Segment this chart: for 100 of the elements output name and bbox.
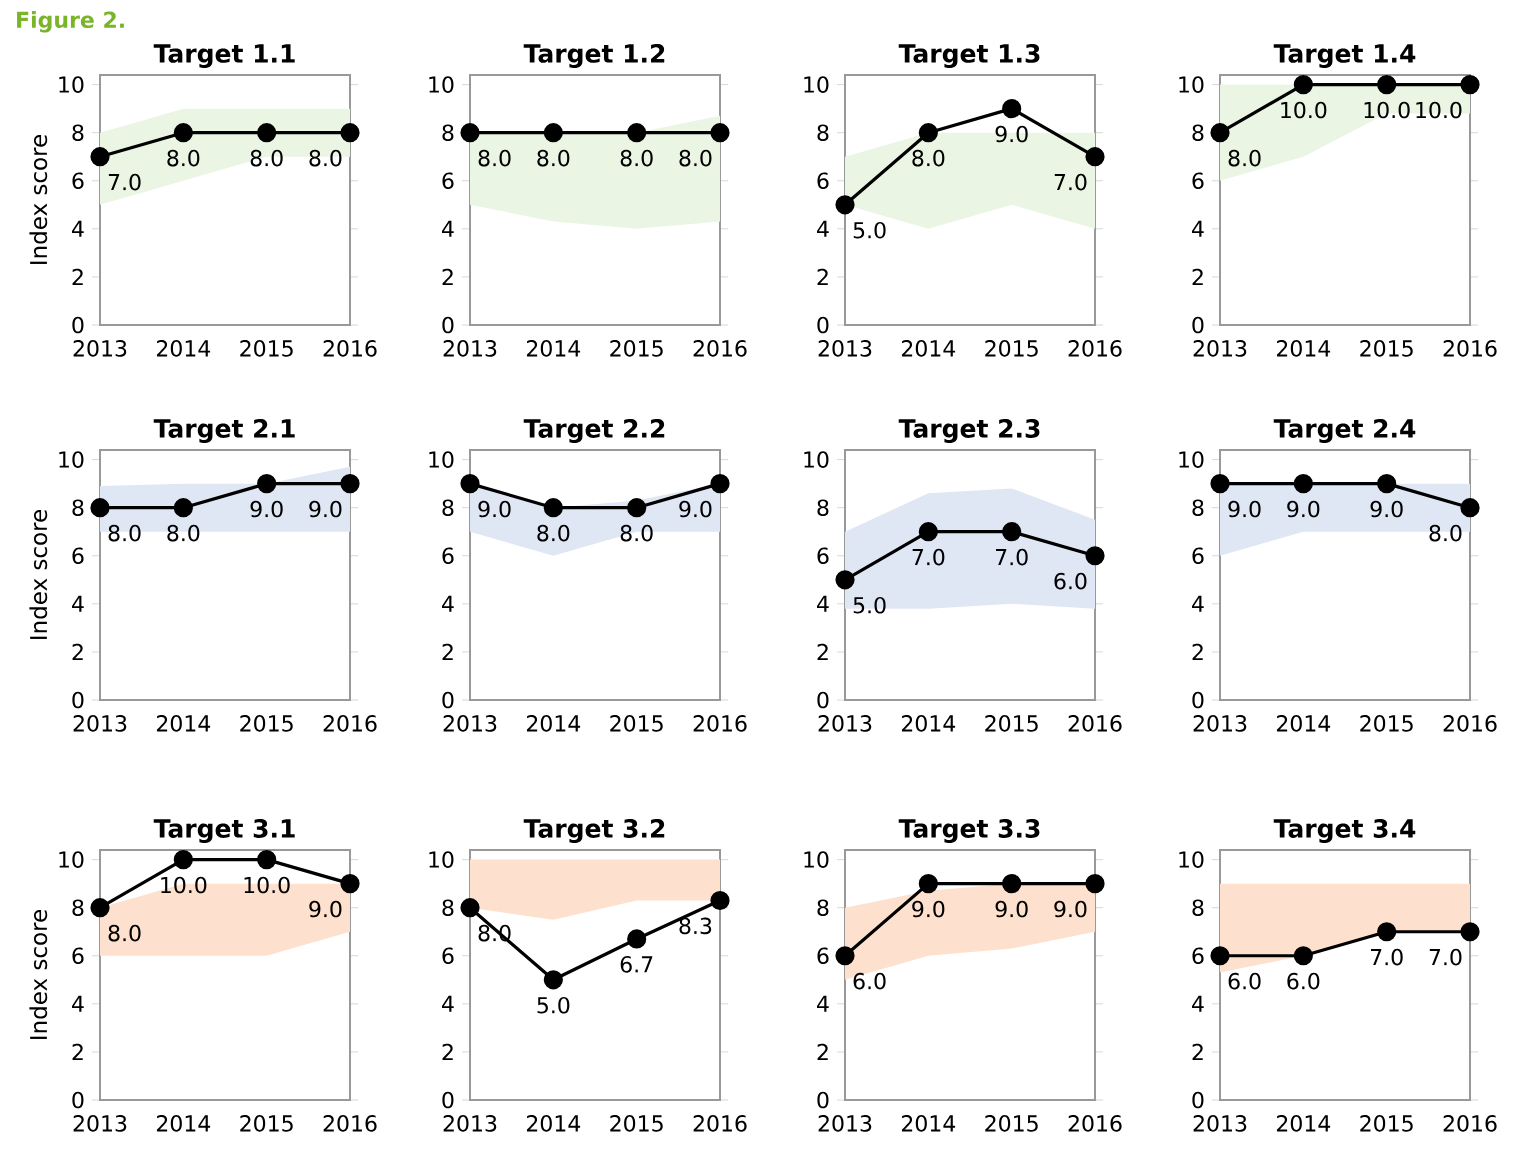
x-tick-label: 2014: [156, 340, 211, 357]
y-tick-label: 4: [1192, 220, 1204, 237]
data-label: 5.0: [537, 996, 570, 1014]
point: [257, 850, 277, 870]
y-tick-label: 0: [1192, 691, 1204, 709]
chart-title: Target 2.1: [153, 418, 295, 443]
data-label: 8.0: [108, 524, 141, 542]
data-label: 8.0: [620, 149, 653, 167]
y-tick-label: 4: [442, 595, 454, 612]
data-label: 8.0: [167, 149, 200, 167]
y-tick-label: 6: [442, 172, 454, 190]
data-label: 9.0: [1228, 500, 1261, 518]
data-label: 5.0: [853, 596, 886, 614]
y-tick-label: 2: [817, 268, 828, 286]
y-tick-label: 6: [1192, 947, 1204, 965]
x-tick-label: 2016: [1443, 715, 1497, 732]
data-label: 9.0: [1287, 500, 1320, 518]
y-axis-title: Index score: [29, 509, 48, 639]
point: [543, 970, 563, 990]
x-tick-label: 2014: [1276, 340, 1331, 357]
point: [173, 850, 193, 870]
y-tick-label: 8: [72, 499, 84, 517]
y-tick-label: 8: [442, 499, 454, 517]
x-tick-label: 2015: [240, 1115, 293, 1132]
y-tick-label: 2: [442, 643, 453, 661]
y-tick-label: 4: [1192, 595, 1204, 612]
y-tick-label: 8: [817, 899, 829, 917]
y-tick-label: 6: [817, 947, 829, 965]
x-tick-label: 2016: [1068, 340, 1122, 357]
data-label: 8.0: [620, 524, 653, 542]
x-tick-label: 2016: [693, 715, 747, 732]
y-tick-label: 8: [72, 124, 84, 141]
y-tick-label: 2: [72, 1043, 83, 1061]
x-tick-label: 2013: [818, 340, 872, 357]
data-label: 6.0: [1287, 972, 1320, 990]
x-tick-label: 2013: [1193, 715, 1247, 732]
x-tick-label: 2015: [1360, 340, 1413, 357]
x-tick-label: 2016: [1443, 340, 1497, 357]
chart-title: Target 2.4: [1273, 418, 1416, 443]
y-tick-label: 2: [817, 643, 828, 661]
y-tick-label: 4: [817, 995, 829, 1012]
x-tick-label: 2016: [1068, 1115, 1122, 1132]
data-label: 8.0: [537, 149, 570, 167]
x-tick-label: 2013: [443, 1115, 497, 1132]
x-tick-label: 2014: [901, 340, 956, 357]
y-tick-label: 0: [72, 1091, 84, 1109]
data-label: 9.0: [250, 500, 283, 518]
data-label: 8.0: [1429, 524, 1462, 542]
x-tick-label: 2013: [1193, 1115, 1247, 1132]
point: [1002, 522, 1022, 542]
y-tick-label: 2: [817, 1043, 828, 1061]
data-label: 8.0: [679, 149, 712, 167]
y-tick-label: 8: [1192, 124, 1204, 141]
data-label: 5.0: [853, 221, 886, 239]
data-label: 8.0: [309, 149, 342, 167]
x-tick-label: 2013: [818, 1115, 872, 1132]
data-label: 9.0: [309, 900, 342, 918]
x-tick-label: 2014: [526, 1115, 581, 1132]
y-tick-label: 8: [1192, 499, 1204, 517]
x-tick-label: 2015: [610, 715, 663, 732]
x-tick-label: 2015: [1360, 715, 1413, 732]
y-tick-label: 8: [72, 899, 84, 917]
point: [918, 123, 938, 143]
data-label: 9.0: [1054, 900, 1087, 918]
x-tick-label: 2015: [610, 1115, 663, 1132]
data-label: 10.0: [1416, 101, 1462, 119]
caption: Figure 2.: [17, 11, 124, 33]
y-tick-label: 6: [72, 947, 84, 965]
y-tick-label: 10: [804, 76, 829, 93]
y-tick-label: 10: [804, 851, 829, 868]
y-tick-label: 0: [817, 1091, 829, 1109]
point: [835, 570, 855, 590]
point: [918, 522, 938, 542]
y-tick-label: 6: [72, 547, 84, 565]
y-tick-label: 4: [442, 995, 454, 1012]
chart-title: Target 3.1: [153, 818, 295, 843]
data-label: 9.0: [679, 500, 712, 518]
x-tick-label: 2014: [1276, 715, 1331, 732]
y-tick-label: 2: [1192, 268, 1203, 286]
x-tick-label: 2014: [156, 715, 211, 732]
y-tick-label: 0: [442, 691, 454, 709]
data-label: 9.0: [995, 900, 1028, 918]
y-tick-label: 10: [59, 851, 84, 868]
y-tick-label: 2: [1192, 643, 1203, 661]
y-tick-label: 6: [1192, 172, 1204, 190]
data-label: 7.0: [1054, 173, 1087, 191]
y-tick-label: 10: [1179, 76, 1204, 93]
y-tick-label: 0: [1192, 1091, 1204, 1109]
data-label: 8.3: [679, 917, 712, 935]
x-tick-label: 2013: [73, 1115, 127, 1132]
data-label: 8.0: [108, 924, 141, 942]
x-tick-label: 2013: [443, 340, 497, 357]
x-tick-label: 2016: [693, 1115, 747, 1132]
chart-title: Target 2.3: [898, 418, 1040, 443]
chart-title: Target 1.4: [1273, 44, 1416, 68]
chart-title: Target 1.1: [153, 44, 295, 68]
y-tick-label: 10: [429, 851, 454, 868]
data-label: 7.0: [108, 173, 141, 191]
data-label: 7.0: [1371, 948, 1403, 966]
chart-title: Target 1.3: [898, 43, 1040, 68]
